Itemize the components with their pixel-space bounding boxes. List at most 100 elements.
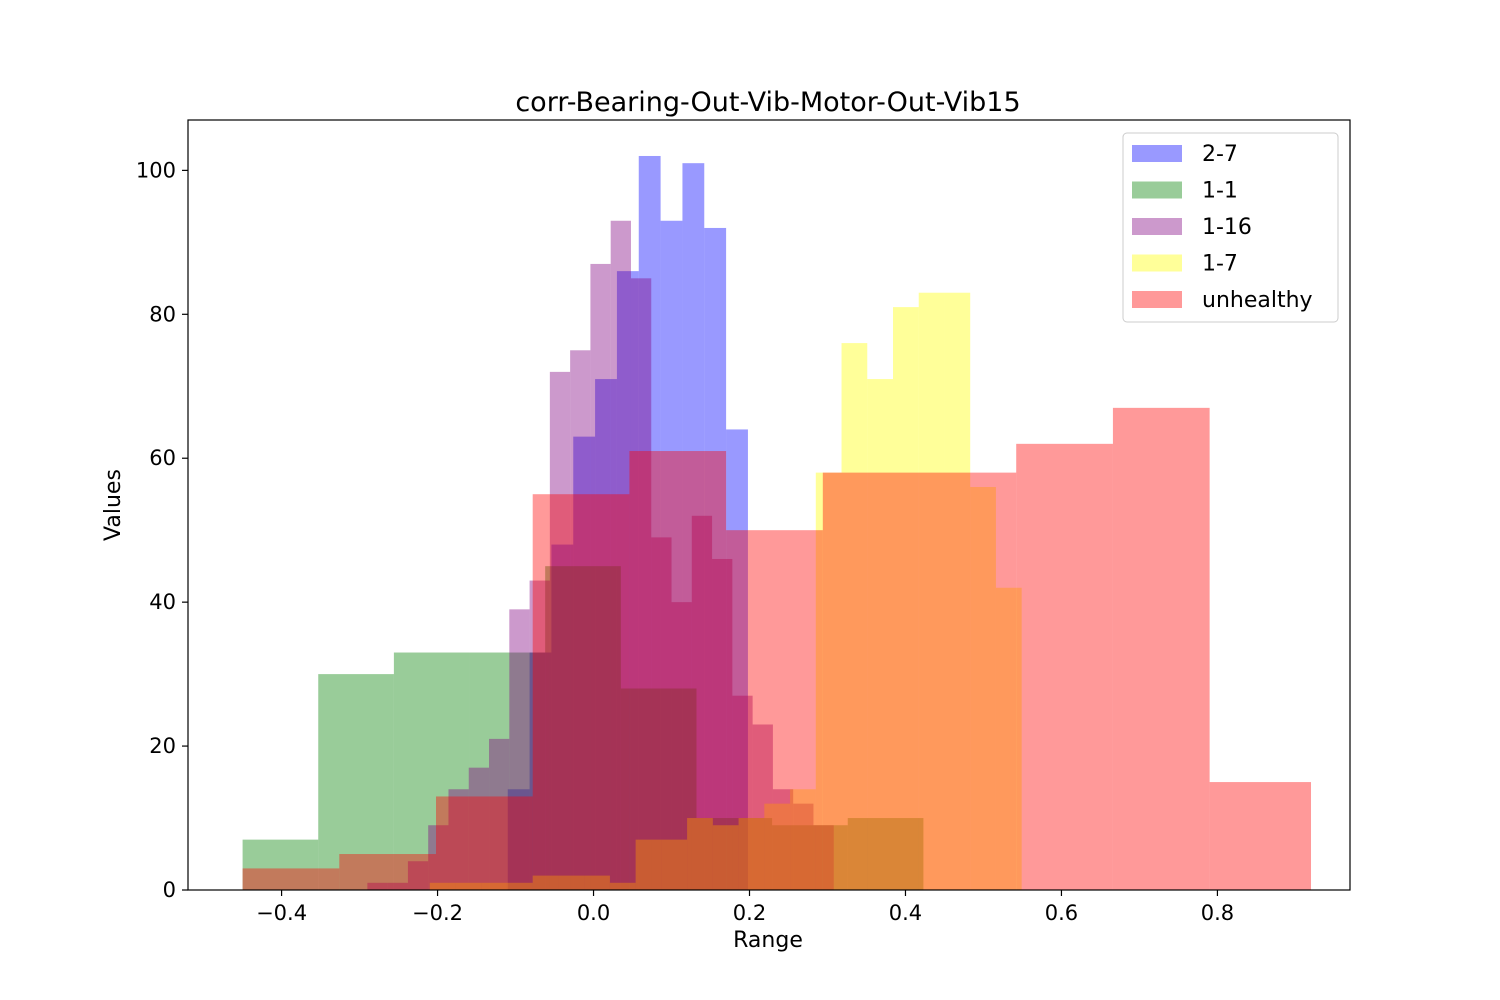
histogram-bar [407, 861, 429, 890]
y-tick-label: 0 [163, 878, 176, 902]
histogram-bar [1016, 443, 1113, 890]
histogram-bar [529, 580, 550, 890]
legend-label: 1-7 [1202, 252, 1238, 277]
histogram-bar [671, 602, 692, 890]
histogram-bar [813, 825, 834, 890]
x-tick-label: −0.2 [412, 901, 463, 925]
y-tick-label: 60 [149, 446, 176, 470]
histogram-bar [573, 436, 596, 890]
legend-swatch [1132, 218, 1182, 235]
histogram-bar [815, 472, 842, 890]
legend-label: unhealthy [1202, 288, 1313, 313]
histogram-bar [616, 271, 639, 891]
histogram-bar [687, 818, 713, 890]
legend-swatch [1132, 254, 1182, 272]
axes-frame [187, 119, 1351, 891]
histogram-bar [661, 839, 688, 890]
histogram-bar [429, 882, 456, 890]
histogram-bar [558, 875, 585, 890]
histogram-bar [682, 163, 705, 891]
histogram-bar [393, 652, 470, 890]
histogram-bar [635, 839, 662, 890]
histogram-bar [944, 292, 971, 890]
plot-area [242, 155, 1312, 891]
histogram-bar [867, 379, 893, 890]
histogram-bar [367, 882, 388, 890]
chart-title: corr-Bearing-Out-Vib-Motor-Out-Vib15 [515, 87, 1020, 118]
histogram-bar [468, 767, 490, 890]
legend-swatch [1132, 181, 1182, 199]
y-axis: 0 20 40 60 80 100 [136, 158, 188, 902]
histogram-bar [318, 674, 394, 890]
histogram-bar [651, 537, 672, 890]
legend-swatch [1132, 291, 1182, 308]
x-axis: −0.4 −0.2 0.0 0.2 0.4 0.6 0.8 [256, 890, 1234, 925]
histogram-bar [1112, 407, 1210, 890]
histogram-bar [847, 818, 924, 890]
histogram-bar [696, 818, 773, 890]
y-tick-label: 80 [149, 302, 176, 326]
histogram-bar [549, 371, 571, 891]
x-tick-label: 0.4 [889, 901, 922, 925]
histogram-bar [919, 472, 1017, 890]
histogram-bar [970, 487, 996, 890]
series-unhealthy [242, 407, 1312, 890]
x-tick-label: −0.4 [256, 901, 307, 925]
histogram-bar [995, 587, 1022, 890]
histogram-bar [469, 652, 546, 890]
histogram-bar [455, 882, 482, 890]
histogram-bar [609, 882, 636, 890]
histogram-bar [570, 350, 591, 890]
histogram-bar [529, 652, 552, 890]
histogram-bar [752, 724, 773, 890]
histogram-bar [660, 220, 683, 890]
x-tick-label: 0.6 [1045, 901, 1078, 925]
histogram-bar [691, 515, 713, 890]
histogram-bar [435, 796, 533, 890]
histogram-bar [772, 789, 794, 890]
legend-swatch [1132, 145, 1182, 162]
histogram-bar [764, 803, 791, 890]
histogram-bar [772, 825, 848, 890]
y-tick-label: 100 [136, 158, 176, 182]
histogram-bar [841, 343, 868, 890]
histogram-bar [638, 155, 661, 890]
histogram-bar [532, 875, 559, 890]
histogram-bar [242, 868, 340, 890]
histogram-bar [387, 882, 408, 890]
histogram-bar [551, 544, 574, 890]
y-tick-label: 20 [149, 734, 176, 758]
histogram-bar [732, 695, 753, 890]
histogram-bar [610, 220, 631, 890]
histogram-bar [630, 278, 652, 890]
histogram-bar [738, 818, 765, 890]
x-tick-label: 0.2 [733, 901, 766, 925]
histogram-bar [428, 825, 449, 890]
histogram-bar [481, 882, 507, 890]
histogram-bar [506, 882, 533, 890]
histogram-bar [545, 566, 621, 890]
histogram-bar [892, 307, 919, 891]
y-axis-label: Values [101, 469, 126, 541]
histogram-bar [790, 789, 816, 890]
legend-label: 1-16 [1202, 215, 1252, 240]
histogram-bar [822, 472, 920, 890]
x-tick-label: 0.0 [577, 901, 610, 925]
histogram-bar [339, 854, 436, 890]
histogram-bar [242, 839, 319, 890]
legend-frame [1122, 132, 1339, 323]
series-2-7 [507, 155, 748, 891]
legend-label: 1-1 [1202, 179, 1238, 204]
legend-label: 2-7 [1202, 142, 1238, 167]
histogram-bar [918, 292, 945, 890]
series-1-16 [367, 220, 834, 891]
histogram-bar [620, 688, 697, 890]
histogram-bar [509, 609, 530, 890]
histogram-bar [704, 227, 727, 891]
legend: 2-7 1-1 1-16 1-7 unhealthy [1122, 132, 1339, 323]
x-tick-label: 0.8 [1201, 901, 1234, 925]
histogram-bar [726, 429, 748, 890]
series-1-7 [429, 292, 1022, 891]
histogram-bar [712, 558, 733, 890]
